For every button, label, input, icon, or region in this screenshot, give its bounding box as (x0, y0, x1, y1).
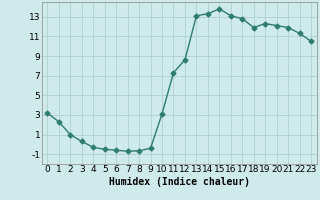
X-axis label: Humidex (Indice chaleur): Humidex (Indice chaleur) (109, 177, 250, 187)
